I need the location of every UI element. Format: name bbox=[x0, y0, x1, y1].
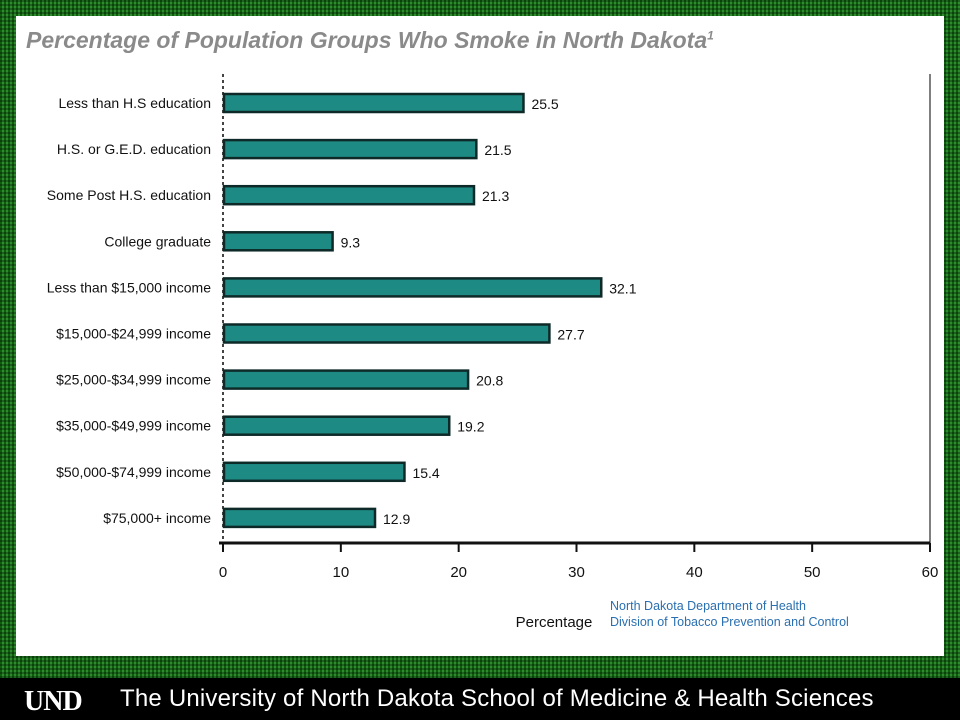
x-tick-label: 50 bbox=[804, 564, 821, 581]
data-label: 25.5 bbox=[531, 96, 558, 112]
data-label: 21.5 bbox=[484, 142, 511, 158]
source-line-1: North Dakota Department of Health bbox=[610, 599, 806, 613]
svg-text:UND: UND bbox=[24, 686, 82, 716]
x-tick-label: 40 bbox=[686, 564, 703, 581]
bar bbox=[222, 323, 551, 344]
category-label: Some Post H.S. education bbox=[47, 187, 211, 203]
bar bbox=[222, 507, 377, 529]
category-label: $35,000-$49,999 income bbox=[56, 418, 211, 434]
category-label: $15,000-$24,999 income bbox=[56, 326, 211, 342]
source-citation: North Dakota Department of Health Divisi… bbox=[610, 598, 849, 630]
data-label: 32.1 bbox=[609, 280, 636, 296]
category-label: H.S. or G.E.D. education bbox=[57, 141, 211, 157]
bar bbox=[222, 461, 406, 483]
chart-bars bbox=[222, 92, 603, 529]
x-tick-labels: 0 10 20 30 40 50 60 bbox=[219, 564, 939, 581]
category-label: Less than $15,000 income bbox=[47, 279, 211, 295]
x-tick-label: 20 bbox=[450, 564, 467, 581]
bar bbox=[222, 369, 470, 390]
data-label: 9.3 bbox=[341, 234, 361, 250]
data-labels: 25.5 21.5 21.3 9.3 32.1 27.7 20.8 19.2 15.4 12.9 bbox=[341, 96, 637, 527]
data-label: 20.8 bbox=[476, 373, 503, 389]
bar bbox=[222, 231, 334, 252]
bar bbox=[222, 92, 525, 114]
bar bbox=[222, 184, 476, 206]
x-tick-label: 10 bbox=[332, 564, 349, 581]
title-footnote-marker: 1 bbox=[707, 28, 714, 43]
x-tick-label: 60 bbox=[922, 564, 939, 581]
bar bbox=[222, 415, 451, 436]
footer-institution-name: The University of North Dakota School of… bbox=[120, 685, 874, 712]
data-label: 19.2 bbox=[457, 419, 484, 435]
category-label: College graduate bbox=[104, 233, 211, 249]
data-label: 21.3 bbox=[482, 188, 509, 204]
category-labels: Less than H.S education H.S. or G.E.D. ed… bbox=[47, 95, 211, 526]
bar bbox=[222, 138, 478, 160]
footer-bar: UND The University of North Dakota Schoo… bbox=[0, 678, 960, 720]
bar bbox=[222, 277, 603, 298]
source-line-2: Division of Tobacco Prevention and Contr… bbox=[610, 615, 849, 629]
chart-title: Percentage of Population Groups Who Smok… bbox=[26, 27, 714, 54]
x-tick-label: 30 bbox=[568, 564, 585, 581]
category-label: Less than H.S education bbox=[58, 95, 211, 111]
chart-title-text: Percentage of Population Groups Who Smok… bbox=[26, 27, 708, 53]
category-label: $50,000-$74,999 income bbox=[56, 464, 211, 480]
data-label: 27.7 bbox=[557, 327, 584, 343]
und-logo-icon: UND bbox=[24, 686, 83, 716]
data-label: 15.4 bbox=[412, 465, 439, 481]
x-axis-label: Percentage bbox=[516, 614, 593, 631]
category-label: $25,000-$34,999 income bbox=[56, 372, 211, 388]
category-label: $75,000+ income bbox=[103, 510, 211, 526]
data-label: 12.9 bbox=[383, 511, 410, 527]
bar-chart: Less than H.S education H.S. or G.E.D. ed… bbox=[47, 74, 939, 631]
x-tick-label: 0 bbox=[219, 564, 227, 581]
